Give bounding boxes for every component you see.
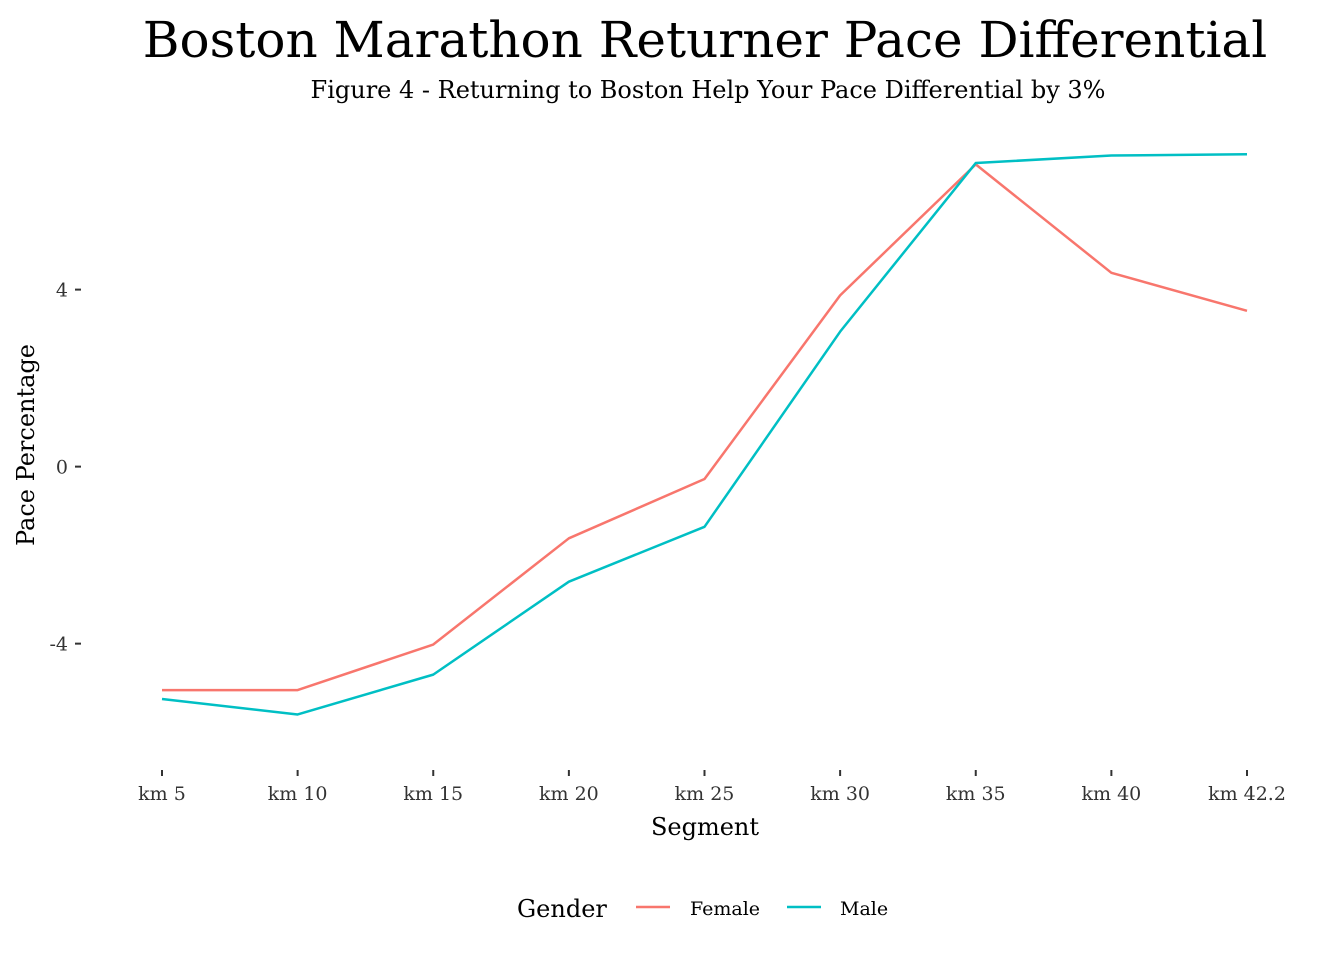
legend-label-female: Female bbox=[690, 898, 760, 920]
x-tick-label: km 10 bbox=[268, 783, 328, 805]
y-tick-label: -4 bbox=[49, 634, 68, 656]
x-tick-label: km 20 bbox=[539, 783, 599, 805]
chart-title: Boston Marathon Returner Pace Differenti… bbox=[143, 11, 1268, 69]
x-tick-label: km 5 bbox=[138, 783, 186, 805]
x-tick-label: km 30 bbox=[810, 783, 870, 805]
legend-title: Gender bbox=[517, 895, 607, 923]
legend: Gender Female Male bbox=[517, 895, 888, 923]
y-axis-title: Pace Percentage bbox=[12, 344, 40, 546]
x-tick-label: km 35 bbox=[946, 783, 1006, 805]
series-layer bbox=[161, 152, 1248, 716]
y-tick-label: 0 bbox=[56, 457, 68, 479]
series-line-male bbox=[161, 152, 1248, 716]
plot-area: -404 km 5 km 10 km 15 km 20 km 25 km 30 km 35 k… bbox=[49, 152, 1286, 805]
chart-subtitle: Figure 4 - Returning to Boston Help Your… bbox=[311, 76, 1106, 104]
y-axis: -4 0 4 bbox=[49, 280, 81, 656]
x-axis: km 5 km 10 km 15 km 20 km 25 km 30 km 35 km 40 k… bbox=[138, 770, 1286, 805]
x-tick-label: km 40 bbox=[1082, 783, 1142, 805]
legend-label-male: Male bbox=[840, 898, 888, 920]
x-tick-label: km 42.2 bbox=[1208, 783, 1286, 805]
x-axis-title: Segment bbox=[651, 813, 759, 841]
y-tick-label: 4 bbox=[56, 280, 68, 302]
x-tick-label: km 25 bbox=[675, 783, 735, 805]
x-tick-label: km 15 bbox=[403, 783, 463, 805]
series-line-female bbox=[162, 163, 1248, 692]
